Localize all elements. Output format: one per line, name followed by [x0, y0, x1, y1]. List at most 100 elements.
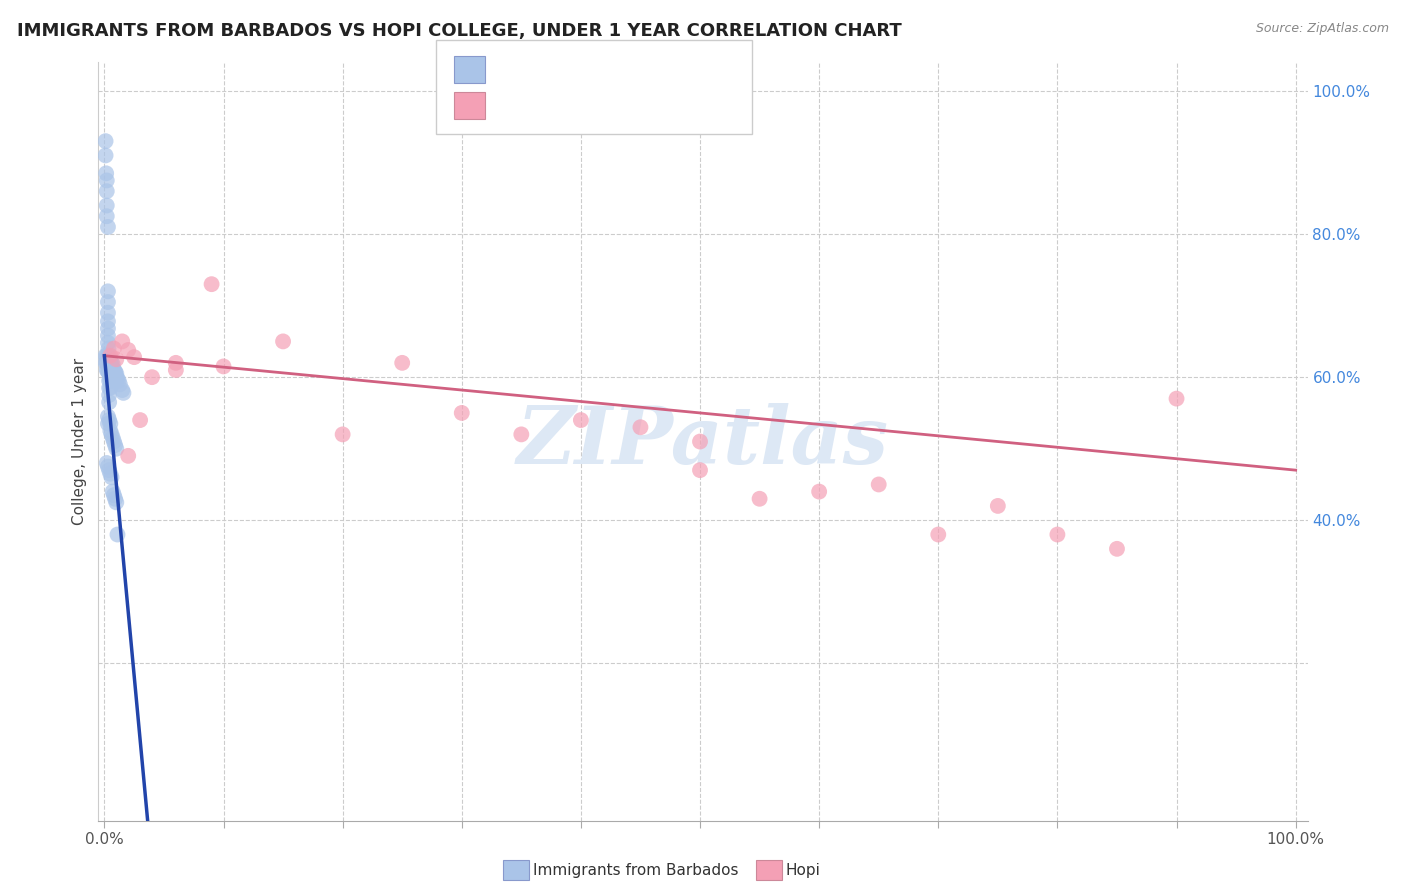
- Text: 30: 30: [637, 98, 658, 112]
- Point: [569, 413, 592, 427]
- Point: [98, 417, 121, 431]
- Point: [1046, 527, 1069, 541]
- Text: N =: N =: [593, 98, 637, 112]
- Point: [98, 395, 121, 409]
- Point: [97, 409, 120, 424]
- Point: [98, 363, 121, 377]
- Point: [112, 385, 135, 400]
- Point: [97, 459, 120, 474]
- Point: [101, 364, 124, 378]
- Point: [105, 374, 128, 388]
- Point: [96, 198, 118, 212]
- Point: [97, 321, 120, 335]
- Point: [100, 427, 122, 442]
- Point: [98, 424, 121, 438]
- Point: [987, 499, 1010, 513]
- Point: [98, 371, 121, 385]
- Point: [111, 334, 134, 349]
- Point: [94, 134, 117, 148]
- Point: [98, 467, 121, 481]
- Point: [97, 285, 120, 299]
- Point: [103, 364, 125, 378]
- Point: [165, 356, 187, 370]
- Point: [98, 352, 121, 367]
- Point: [100, 470, 122, 484]
- Point: [271, 334, 294, 349]
- Point: [97, 306, 120, 320]
- Point: [94, 356, 117, 370]
- Text: Hopi: Hopi: [786, 863, 821, 878]
- Point: [630, 420, 652, 434]
- Point: [98, 374, 121, 388]
- Point: [97, 417, 120, 431]
- Point: [98, 352, 121, 367]
- Point: [105, 442, 128, 456]
- Point: [165, 363, 187, 377]
- Point: [101, 361, 124, 376]
- Point: [103, 434, 125, 449]
- Point: [101, 431, 124, 445]
- Point: [122, 350, 145, 364]
- Point: [98, 367, 121, 381]
- Text: Immigrants from Barbados: Immigrants from Barbados: [533, 863, 738, 878]
- Point: [94, 349, 117, 363]
- Point: [98, 349, 121, 363]
- Text: R =: R =: [492, 62, 526, 77]
- Point: [510, 427, 533, 442]
- Point: [101, 371, 124, 385]
- Text: ZIPatlas: ZIPatlas: [517, 403, 889, 480]
- Point: [96, 166, 118, 180]
- Point: [98, 374, 121, 388]
- Point: [101, 484, 124, 499]
- Point: [105, 352, 128, 367]
- Point: [105, 367, 128, 381]
- Point: [107, 527, 129, 541]
- Point: [868, 477, 890, 491]
- Text: Source: ZipAtlas.com: Source: ZipAtlas.com: [1256, 22, 1389, 36]
- Point: [96, 173, 118, 187]
- Point: [96, 209, 118, 223]
- Point: [100, 367, 122, 381]
- Point: [141, 370, 163, 384]
- Point: [98, 413, 121, 427]
- Text: -0.395: -0.395: [531, 98, 586, 112]
- Point: [97, 314, 120, 328]
- Point: [103, 371, 125, 385]
- Point: [96, 363, 118, 377]
- Point: [100, 356, 122, 370]
- Point: [97, 357, 120, 371]
- Point: [96, 184, 118, 198]
- Point: [104, 491, 127, 506]
- Point: [332, 427, 354, 442]
- Point: [94, 148, 117, 162]
- Point: [927, 527, 949, 541]
- Point: [97, 295, 120, 310]
- Point: [96, 349, 118, 363]
- Point: [97, 364, 120, 378]
- Point: [391, 356, 413, 370]
- Point: [108, 377, 131, 392]
- Point: [96, 456, 118, 470]
- Point: [101, 357, 124, 371]
- Point: [97, 342, 120, 356]
- Point: [96, 356, 118, 370]
- Point: [107, 374, 129, 388]
- Point: [212, 359, 235, 374]
- Text: -0.329: -0.329: [531, 62, 586, 77]
- Text: R =: R =: [492, 98, 526, 112]
- Point: [107, 371, 129, 385]
- Point: [97, 350, 120, 364]
- Point: [98, 388, 121, 402]
- Point: [103, 342, 125, 356]
- Point: [98, 367, 121, 381]
- Point: [129, 413, 152, 427]
- Point: [101, 368, 124, 383]
- Point: [98, 364, 121, 378]
- Text: IMMIGRANTS FROM BARBADOS VS HOPI COLLEGE, UNDER 1 YEAR CORRELATION CHART: IMMIGRANTS FROM BARBADOS VS HOPI COLLEGE…: [17, 22, 901, 40]
- Point: [97, 219, 120, 234]
- Point: [103, 488, 125, 502]
- Point: [98, 381, 121, 395]
- Point: [748, 491, 770, 506]
- Point: [1105, 541, 1128, 556]
- Point: [97, 328, 120, 343]
